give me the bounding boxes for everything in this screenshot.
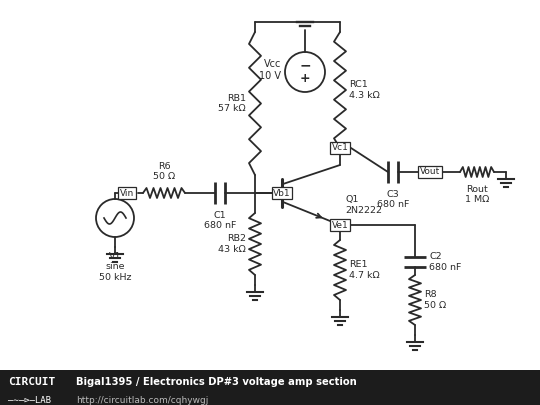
Text: Q1
2N2222: Q1 2N2222 xyxy=(345,195,382,215)
Text: C3
680 nF: C3 680 nF xyxy=(377,190,409,209)
Text: R6
50 Ω: R6 50 Ω xyxy=(153,162,175,181)
Text: RC1
4.3 kΩ: RC1 4.3 kΩ xyxy=(349,80,380,100)
Text: Vin: Vin xyxy=(120,188,134,198)
Text: Vcc
10 V: Vcc 10 V xyxy=(259,59,281,81)
Text: C2
680 nF: C2 680 nF xyxy=(429,252,461,272)
Text: C1
680 nF: C1 680 nF xyxy=(204,211,236,230)
Text: Rout
1 MΩ: Rout 1 MΩ xyxy=(465,185,489,205)
Text: Vb1: Vb1 xyxy=(273,188,291,198)
Text: −: − xyxy=(299,58,311,72)
Text: R8
50 Ω: R8 50 Ω xyxy=(424,290,446,310)
Text: Vc1: Vc1 xyxy=(332,143,348,153)
Text: Vout: Vout xyxy=(420,168,440,177)
Text: V1
sine
50 kHz: V1 sine 50 kHz xyxy=(99,252,131,282)
Text: Bigal1395 / Electronics DP#3 voltage amp section: Bigal1395 / Electronics DP#3 voltage amp… xyxy=(76,377,357,387)
Text: RB1
57 kΩ: RB1 57 kΩ xyxy=(218,94,246,113)
Text: RE1
4.7 kΩ: RE1 4.7 kΩ xyxy=(349,260,380,280)
Text: —∼—⊳—LAB: —∼—⊳—LAB xyxy=(8,396,51,405)
Text: RB2
43 kΩ: RB2 43 kΩ xyxy=(218,234,246,254)
Text: +: + xyxy=(300,72,310,85)
Bar xyxy=(0,370,540,405)
Text: http://circuitlab.com/cqhywgj: http://circuitlab.com/cqhywgj xyxy=(76,396,208,405)
Text: CIRCUIT: CIRCUIT xyxy=(8,377,55,387)
Text: Ve1: Ve1 xyxy=(332,220,348,230)
